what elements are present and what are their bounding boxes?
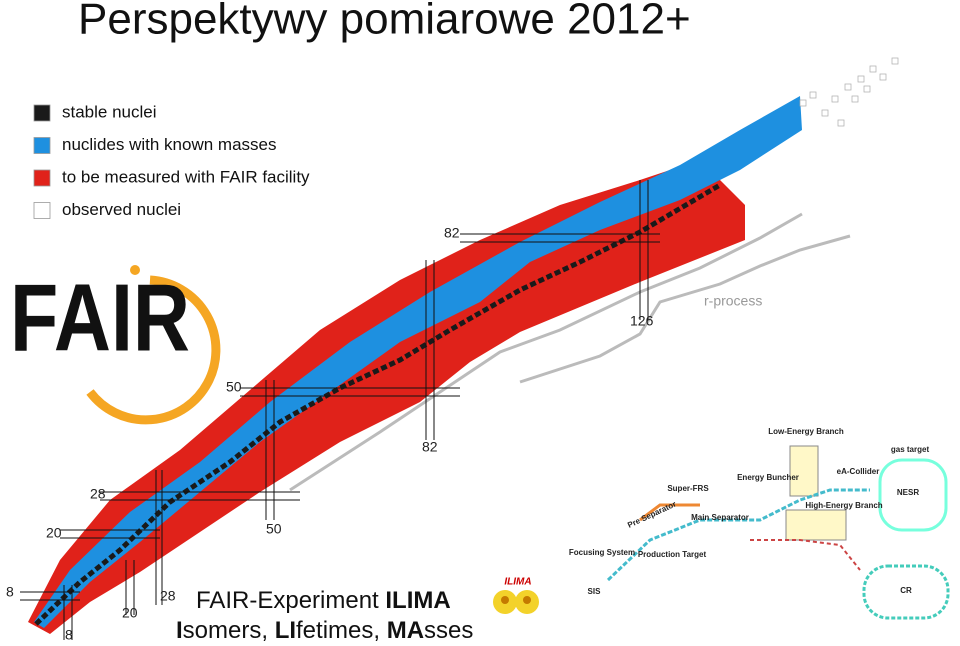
text-part: FAIR-Experiment bbox=[196, 587, 385, 614]
stable-valley bbox=[34, 182, 722, 626]
magic-number: 82 bbox=[444, 225, 460, 241]
nuclide-chart: 82 126 50 82 28 50 20 8 28 20 8 r-proces… bbox=[6, 57, 899, 643]
text-part: ILIMA bbox=[385, 587, 450, 614]
magic-number: 50 bbox=[266, 521, 282, 537]
fair-logo: FAIR bbox=[10, 264, 221, 425]
ilima-logo: ILIMA bbox=[493, 577, 539, 614]
magic-lines bbox=[20, 180, 660, 640]
magic-number: 8 bbox=[65, 627, 73, 643]
magic-number: 28 bbox=[90, 486, 106, 502]
magic-number: 50 bbox=[226, 379, 242, 395]
facility-label: gas target bbox=[891, 445, 930, 454]
facility-label: eA-Collider bbox=[837, 467, 880, 476]
magic-number: 20 bbox=[122, 605, 138, 621]
facility-diagram bbox=[606, 445, 950, 620]
r-process-path bbox=[519, 234, 851, 384]
annotation: r-process bbox=[704, 293, 762, 309]
legend-swatch bbox=[33, 202, 51, 219]
logo-text: ILIMA bbox=[504, 577, 531, 588]
facility-label: SIS bbox=[588, 587, 602, 596]
magic-number: 28 bbox=[160, 588, 176, 604]
facility-label: Focusing System bbox=[569, 548, 635, 557]
observed-nuclei bbox=[799, 57, 899, 127]
magic-number: 126 bbox=[630, 313, 654, 329]
facility-label: Production Target bbox=[638, 550, 707, 559]
facility-label: NESR bbox=[897, 488, 919, 497]
fair-region bbox=[28, 160, 745, 634]
legend-label: nuclides with known masses bbox=[62, 135, 276, 154]
text-part: I bbox=[176, 617, 183, 644]
legend: stable nuclei nuclides with known masses t… bbox=[33, 102, 310, 219]
experiment-line: FAIR-Experiment ILIMA bbox=[196, 587, 451, 614]
legend-swatch bbox=[33, 137, 51, 154]
legend-label: observed nuclei bbox=[62, 200, 181, 219]
text-part: LI bbox=[275, 617, 296, 644]
legend-label: to be measured with FAIR facility bbox=[62, 167, 310, 186]
text-part: MA bbox=[387, 617, 424, 644]
facility-label: Pre Separator bbox=[626, 499, 677, 529]
facility-label: Main Separator bbox=[691, 513, 749, 522]
text-part: somers, bbox=[183, 617, 275, 644]
known-masses-region bbox=[34, 96, 802, 628]
facility-label: CR bbox=[900, 586, 912, 595]
text-part: sses bbox=[424, 617, 473, 644]
facility-label: Super-FRS bbox=[667, 484, 709, 493]
legend-swatch bbox=[33, 169, 51, 187]
r-process-path bbox=[289, 212, 803, 492]
facility-label: High-Energy Branch bbox=[805, 501, 882, 510]
magic-number: 20 bbox=[46, 525, 62, 541]
text-part: fetimes, bbox=[296, 617, 387, 644]
facility-label: Energy Buncher bbox=[737, 473, 799, 482]
magic-number: 82 bbox=[422, 439, 438, 455]
slide-title: Perspektywy pomiarowe 2012+ bbox=[78, 0, 691, 44]
logo-text: FAIR bbox=[10, 264, 190, 371]
magic-number: 8 bbox=[6, 584, 14, 600]
facility-label: Low-Energy Branch bbox=[768, 427, 844, 436]
legend-label: stable nuclei bbox=[62, 102, 157, 121]
experiment-line: Isomers, LIfetimes, MAsses bbox=[176, 617, 473, 644]
legend-swatch bbox=[33, 104, 51, 122]
